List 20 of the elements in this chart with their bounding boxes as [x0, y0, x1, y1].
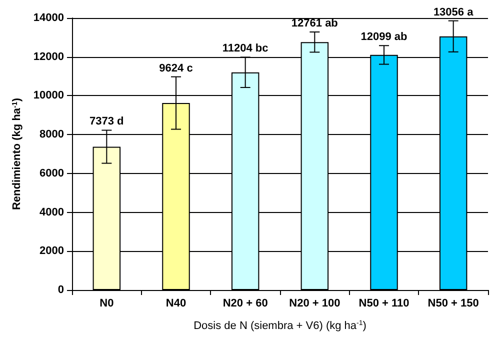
x-tick-label: N50 + 110 — [358, 298, 410, 310]
data-label: 12099 ab — [360, 31, 408, 44]
y-tick-label: 14000 — [33, 12, 64, 24]
y-tick-label: 2000 — [40, 245, 64, 258]
y-tick-label: 4000 — [40, 206, 64, 218]
y-tick-label: 8000 — [40, 128, 64, 141]
x-tick-label: N20 + 60 — [222, 298, 268, 310]
y-tick-label: 0 — [58, 284, 64, 296]
y-tick-label: 12000 — [33, 50, 64, 63]
y-tick-label: 6000 — [40, 167, 64, 180]
x-tick-label: N50 + 150 — [428, 298, 479, 310]
x-tick-label: N40 — [166, 298, 186, 310]
x-tick-label: N0 — [100, 298, 114, 310]
data-label: 12761 ab — [291, 17, 338, 30]
data-label: 9624 c — [159, 62, 193, 74]
x-tick-label: N20 + 100 — [289, 298, 340, 310]
data-label: 11204 bc — [222, 42, 268, 55]
data-label: 13056 a — [433, 6, 474, 18]
data-label: 7373 d — [90, 116, 124, 128]
y-tick-label: 10000 — [33, 90, 64, 102]
